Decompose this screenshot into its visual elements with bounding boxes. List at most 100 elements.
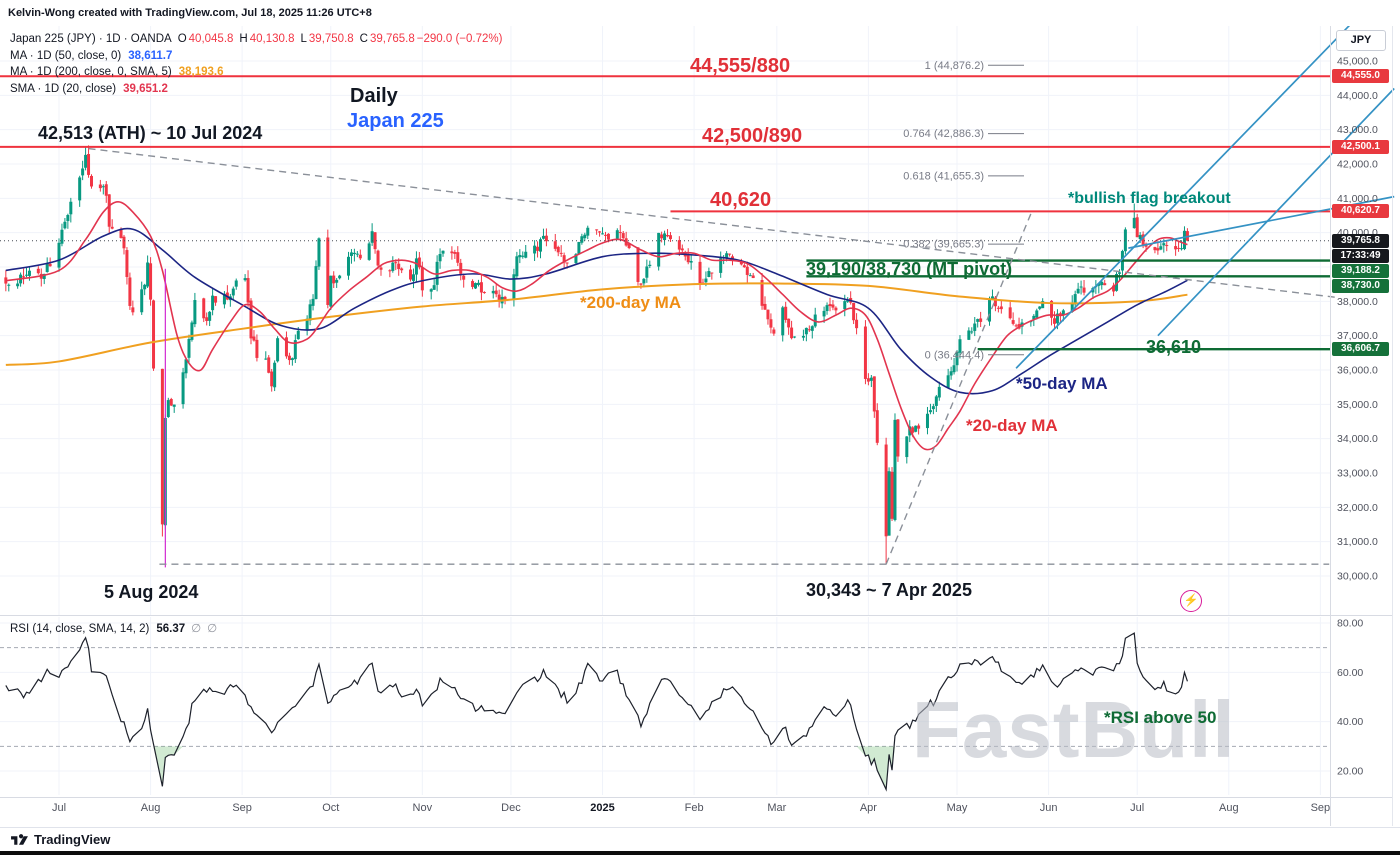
ohlc-high-value: 40,130.8 xyxy=(249,33,295,45)
drawing-lines[interactable] xyxy=(88,24,1395,565)
price-axis-tick: 34,000.0 xyxy=(1337,433,1378,445)
axis-badge-support-38730: 38,730.0 xyxy=(1332,278,1389,293)
tradingview-logo[interactable] xyxy=(10,833,29,848)
ohlc-change: −290.0 (−0.72%) xyxy=(416,33,503,45)
ohlc-open-label: O xyxy=(177,33,187,45)
axis-badge-resistance-42500: 42,500.1 xyxy=(1332,139,1389,154)
legend-ma50-row[interactable]: MA · 1D (50, close, 0) 38,611.7 xyxy=(10,48,502,65)
dashed-trendline xyxy=(88,147,1336,298)
time-axis-label: Oct xyxy=(322,802,339,814)
fib-label: 0.382 (39,665.3) xyxy=(903,239,984,251)
rsi-axis-tick: 20.00 xyxy=(1337,766,1363,778)
annotation-rsi-above-50: *RSI above 50 xyxy=(1104,708,1217,727)
annotation-200day-ma: *200-day MA xyxy=(580,293,682,312)
ohlc-low-label: L xyxy=(300,33,307,45)
axis-badge-last-price: 39,765.8 xyxy=(1332,233,1389,248)
rsi-legend-row[interactable]: RSI (14, close, SMA, 14, 2) 56.37 ∅ ∅ xyxy=(10,621,217,635)
legend-symbol-row[interactable]: Japan 225 (JPY) · 1D · OANDA O 40,045.8 H 40… xyxy=(10,31,502,48)
ma50-value: 38,611.7 xyxy=(128,49,173,62)
time-axis-label: Apr xyxy=(860,802,877,814)
ma50-label[interactable]: MA · 1D (50, close, 0) xyxy=(10,49,122,62)
price-axis-tick: 35,000.0 xyxy=(1337,399,1378,411)
ma20-line xyxy=(5,200,1188,451)
annotation-resistance-42500: 42,500/890 xyxy=(702,125,803,147)
attribution-bar: Kelvin-Wong created with TradingView.com… xyxy=(0,0,1400,26)
time-axis-label: May xyxy=(947,802,968,814)
annotation-ath: 42,513 (ATH) ~ 10 Jul 2024 xyxy=(38,123,263,143)
time-axis-label: Nov xyxy=(413,802,433,814)
price-axis-tick: 36,000.0 xyxy=(1337,365,1378,377)
price-grid xyxy=(0,26,1330,615)
time-axis-label: Aug xyxy=(1219,802,1239,814)
price-axis-tick: 43,000.0 xyxy=(1337,124,1378,136)
price-axis-tick: 42,000.0 xyxy=(1337,159,1378,171)
dashed-trendline xyxy=(885,213,1032,565)
bottom-edge-bar xyxy=(0,851,1400,855)
time-axis-label: 2025 xyxy=(590,802,614,814)
attribution-text: Kelvin-Wong created with TradingView.com… xyxy=(8,7,372,19)
rsi-plot xyxy=(0,617,1330,795)
legend-symbol-title[interactable]: Japan 225 (JPY) · 1D · OANDA xyxy=(10,33,172,45)
annotation-support-36610: 36,610 xyxy=(1146,337,1202,357)
annotation-mt-pivot: 39,190/38,730 (MT pivot) xyxy=(806,259,1013,279)
time-axis-label: Jul xyxy=(52,802,66,814)
price-axis-tick: 37,000.0 xyxy=(1337,330,1378,342)
rsi-hidden-icon: ∅ xyxy=(191,623,202,635)
sma20-label[interactable]: SMA · 1D (20, close) xyxy=(10,82,117,95)
time-axis-label: Aug xyxy=(141,802,161,814)
annotation-bullish-flag: *bullish flag breakout xyxy=(1068,190,1231,207)
ohlc-close-label: C xyxy=(359,33,368,45)
annotation-resistance-44555: 44,555/880 xyxy=(690,55,791,77)
rsi-axis-tick: 60.00 xyxy=(1337,667,1363,679)
price-axis-tick: 41,000.0 xyxy=(1337,193,1378,205)
idea-flash-icon[interactable]: ⚡ xyxy=(1180,590,1202,612)
annotation-20day-ma: *20-day MA xyxy=(966,416,1058,435)
axis-badge-resistance-40620: 40,620.7 xyxy=(1332,204,1389,218)
price-axis-tick: 30,000.0 xyxy=(1337,571,1378,583)
rsi-hidden-icon: ∅ xyxy=(207,623,218,635)
axis-currency-label[interactable]: JPY xyxy=(1336,30,1386,51)
legend-sma20-row[interactable]: SMA · 1D (20, close) 39,651.2 xyxy=(10,81,502,98)
price-axis-tick: 33,000.0 xyxy=(1337,468,1378,480)
fib-label: 0.618 (41,655.3) xyxy=(903,170,984,182)
time-axis-label: Sep xyxy=(1311,802,1331,814)
price-axis-tick: 31,000.0 xyxy=(1337,536,1378,548)
annotation-daily: Daily xyxy=(350,85,398,107)
ma200-value: 38,193.6 xyxy=(178,66,224,78)
annotation-aug-low-date: 5 Aug 2024 xyxy=(104,582,199,602)
rsi-axis-tick: 40.00 xyxy=(1337,716,1363,728)
time-axis-label: Dec xyxy=(501,802,521,814)
fib-label: 0 (36,444.4) xyxy=(925,349,984,361)
ma200-line xyxy=(5,282,1188,366)
axis-badge-countdown: 17:33:49 xyxy=(1332,248,1389,263)
bullish-flag-line xyxy=(1015,24,1351,369)
axis-badge-resistance-44555: 44,555.0 xyxy=(1332,69,1389,83)
bullish-flag-line xyxy=(1157,87,1395,337)
rsi-title[interactable]: RSI (14, close, SMA, 14, 2) xyxy=(10,623,150,635)
fib-label: 1 (44,876.2) xyxy=(925,60,984,72)
tradingview-brand-text[interactable]: TradingView xyxy=(34,832,111,847)
axes: 45,000.0 44,000.0 43,000.0 42,000.0 41,000.0… xyxy=(0,26,1393,826)
ohlc-low-value: 39,750.8 xyxy=(308,33,354,45)
time-axis-label: Jun xyxy=(1040,802,1058,814)
annotation-symbol: Japan 225 xyxy=(347,110,444,132)
rsi-axis-tick: 80.00 xyxy=(1337,618,1363,630)
rsi-value: 56.37 xyxy=(156,623,186,635)
legend-ma200-row[interactable]: MA · 1D (200, close, 0, SMA, 5) 38,193.6 xyxy=(10,64,502,81)
annotation-apr-low: 30,343 ~ 7 Apr 2025 xyxy=(806,580,972,600)
price-axis-tick: 45,000.0 xyxy=(1337,56,1378,68)
ohlc-open-value: 40,045.8 xyxy=(188,33,234,45)
rsi-line xyxy=(5,632,1188,792)
fastbull-watermark: FastBull xyxy=(912,685,1236,774)
footer-bar: TradingView xyxy=(0,827,1400,851)
axis-badge-support-36606: 36,606.7 xyxy=(1332,342,1389,356)
ma200-label[interactable]: MA · 1D (200, close, 0, SMA, 5) xyxy=(10,66,172,78)
time-axis-label: Mar xyxy=(767,802,786,814)
price-axis-tick: 44,000.0 xyxy=(1337,90,1378,102)
time-axis-label: Jul xyxy=(1130,802,1144,814)
annotation-resistance-40620: 40,620 xyxy=(710,189,772,211)
time-axis-label: Feb xyxy=(685,802,704,814)
time-axis[interactable] xyxy=(0,797,1330,826)
